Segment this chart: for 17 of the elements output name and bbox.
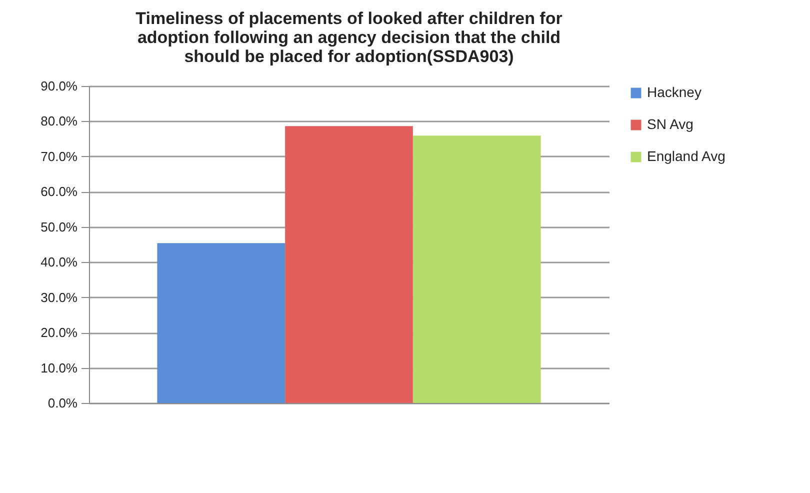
bar: [285, 126, 413, 403]
y-tick-label: 30.0%: [40, 290, 78, 305]
y-tick-label: 90.0%: [40, 78, 78, 94]
legend-label: England Avg: [647, 148, 726, 164]
bar: [157, 243, 286, 403]
y-tick-label: 60.0%: [40, 184, 78, 200]
legend-label: SN Avg: [647, 116, 694, 132]
y-tick-label: 70.0%: [40, 148, 78, 164]
y-tick-label: 20.0%: [40, 325, 78, 340]
y-tick-label: 80.0%: [40, 114, 78, 129]
legend-label: Hackney: [647, 84, 702, 100]
chart-title: Timeliness of placements of looked after children for adoption following an agency decision that the child should be placed for adoption(SSDA903): [136, 9, 563, 66]
y-tick-label: 40.0%: [40, 254, 78, 270]
y-tick-label: 50.0%: [40, 219, 78, 234]
y-tick-label: 0.0%: [48, 396, 78, 410]
bar: [412, 136, 541, 403]
y-tick-label: 10.0%: [40, 360, 78, 376]
